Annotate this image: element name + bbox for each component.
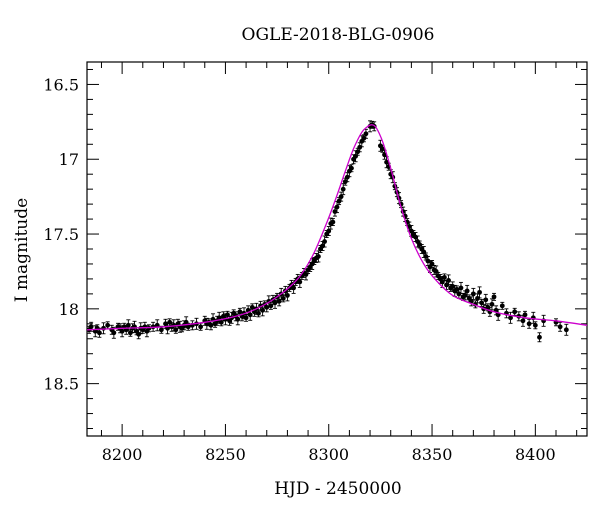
data-point: [291, 281, 297, 294]
model-curve: [86, 124, 588, 331]
y-axis-label: I magnitude: [12, 198, 32, 302]
data-point: [526, 318, 532, 329]
data-point: [458, 281, 464, 294]
data-point: [268, 301, 274, 310]
data-point: [330, 218, 336, 227]
plot-border: [86, 61, 588, 437]
data-point: [470, 287, 476, 300]
y-tick-label: 17.5: [43, 225, 79, 244]
data-point: [154, 319, 160, 332]
data-point: [557, 321, 563, 332]
data-point: [316, 250, 321, 263]
data-point: [504, 308, 509, 319]
data-point: [101, 322, 106, 335]
x-axis: 8200 8250 8300 8350 8400: [100, 62, 578, 464]
data-point: [442, 273, 447, 282]
y-tick-label: 17: [59, 150, 79, 169]
data-point: [264, 302, 270, 313]
data-point: [537, 332, 542, 343]
data-point: [512, 307, 518, 316]
data-point: [297, 275, 303, 288]
data-point: [105, 321, 111, 330]
data-point: [363, 128, 369, 139]
data-point: [125, 319, 131, 332]
data-point: [423, 252, 429, 261]
data-point: [280, 294, 286, 303]
x-tick-label: 8300: [308, 445, 349, 464]
data-point: [532, 321, 538, 330]
data-point: [425, 256, 431, 266]
data-point: [276, 296, 282, 307]
data-point: [475, 293, 480, 304]
x-axis-label: HJD - 2450000: [274, 479, 402, 499]
data-point: [349, 164, 354, 173]
data-point: [189, 320, 195, 331]
y-tick-label: 18.5: [43, 375, 79, 394]
data-point: [322, 235, 328, 248]
x-tick-label: 8250: [205, 445, 246, 464]
data-point: [563, 323, 569, 336]
data-point: [464, 284, 470, 297]
data-point: [508, 311, 513, 324]
y-tick-label: 16.5: [43, 75, 79, 94]
data-point: [553, 318, 559, 327]
data-point: [491, 292, 497, 301]
x-tick-label: 8200: [102, 445, 143, 464]
data-point: [417, 240, 423, 249]
data-point: [499, 301, 505, 310]
data-point: [96, 327, 102, 338]
x-tick-label: 8400: [515, 445, 556, 464]
data-point: [340, 183, 346, 196]
y-tick-label: 18: [59, 300, 79, 319]
data-point: [243, 313, 249, 322]
x-tick-label: 8350: [412, 445, 453, 464]
data-point: [541, 314, 547, 327]
data-point: [355, 147, 361, 156]
data-points: [86, 120, 569, 343]
data-point: [446, 274, 451, 287]
data-point: [256, 309, 261, 318]
plot-frame: [86, 61, 588, 437]
data-point: [489, 298, 495, 311]
data-point: [127, 328, 133, 337]
data-point: [382, 149, 387, 160]
chart-title: OGLE-2018-BLG-0906: [242, 25, 435, 45]
data-point: [326, 226, 332, 236]
data-point: [338, 191, 344, 202]
data-point: [477, 286, 482, 299]
y-axis: 16.5 17 17.5 18 18.5: [43, 68, 587, 430]
data-point: [328, 217, 334, 230]
data-point: [198, 322, 204, 331]
